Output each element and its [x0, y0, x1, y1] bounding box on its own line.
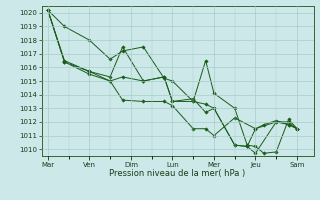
X-axis label: Pression niveau de la mer( hPa ): Pression niveau de la mer( hPa ) [109, 169, 246, 178]
